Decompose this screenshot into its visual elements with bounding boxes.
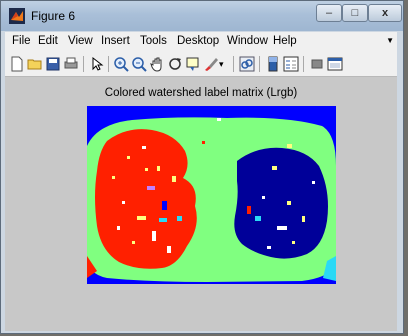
- corner-region-left: [87, 256, 97, 278]
- label-matrix-image[interactable]: [87, 106, 336, 284]
- matlab-icon: [9, 8, 25, 24]
- minimize-button[interactable]: –: [316, 4, 342, 22]
- right-lung-region: [234, 147, 328, 259]
- new-file-icon[interactable]: [9, 56, 25, 72]
- menu-help[interactable]: Help: [273, 35, 297, 47]
- zoom-in-icon[interactable]: [113, 56, 129, 72]
- maximize-icon: □: [351, 7, 359, 19]
- brush-icon[interactable]: [203, 56, 219, 72]
- menu-view[interactable]: View: [68, 35, 93, 47]
- axes-title: Colored watershed label matrix (Lrgb): [104, 87, 298, 99]
- open-folder-icon[interactable]: [27, 56, 43, 72]
- menu-file[interactable]: File: [12, 35, 31, 47]
- print-icon[interactable]: [63, 56, 79, 72]
- menu-bar: File Edit View Insert Tools Desktop Wind…: [5, 32, 397, 52]
- data-cursor-icon[interactable]: [185, 56, 201, 72]
- window-title: Figure 6: [31, 9, 76, 23]
- menu-tools[interactable]: Tools: [140, 35, 167, 47]
- title-bar[interactable]: Figure 6 – □ x: [1, 1, 403, 31]
- left-lung-region: [95, 129, 197, 269]
- right-lung-spots: [247, 166, 315, 249]
- brush-dropdown-icon[interactable]: ▾: [219, 59, 224, 69]
- zoom-out-icon[interactable]: [131, 56, 147, 72]
- pan-icon[interactable]: [149, 56, 165, 72]
- menu-edit[interactable]: Edit: [38, 35, 58, 47]
- pointer-icon[interactable]: [89, 56, 105, 72]
- menu-window[interactable]: Window: [227, 35, 268, 47]
- minimize-icon: –: [325, 7, 333, 19]
- maximize-button[interactable]: □: [342, 4, 368, 22]
- toolbar-separator: [303, 56, 304, 72]
- menu-insert[interactable]: Insert: [101, 35, 130, 47]
- figure-canvas: Colored watershed label matrix (Lrgb): [5, 77, 397, 331]
- legend-icon[interactable]: [283, 56, 299, 72]
- colorbar-icon[interactable]: [265, 56, 281, 72]
- hide-plot-tools-icon[interactable]: [309, 56, 325, 72]
- toolbar-separator: [108, 56, 109, 72]
- close-icon: x: [381, 7, 389, 19]
- menu-desktop[interactable]: Desktop: [177, 35, 220, 47]
- save-icon[interactable]: [45, 56, 61, 72]
- toolbar-separator: [83, 56, 84, 72]
- rotate-3d-icon[interactable]: [167, 56, 183, 72]
- menu-overflow-icon[interactable]: ▼: [386, 36, 394, 45]
- show-plot-tools-icon[interactable]: [327, 56, 343, 72]
- left-lung-spots: [112, 146, 182, 253]
- figure-toolbar: ▾: [5, 52, 397, 77]
- corner-region-right: [323, 256, 336, 281]
- close-button[interactable]: x: [368, 4, 402, 22]
- toolbar-separator: [259, 56, 260, 72]
- link-icon[interactable]: [239, 56, 255, 72]
- toolbar-separator: [233, 56, 234, 72]
